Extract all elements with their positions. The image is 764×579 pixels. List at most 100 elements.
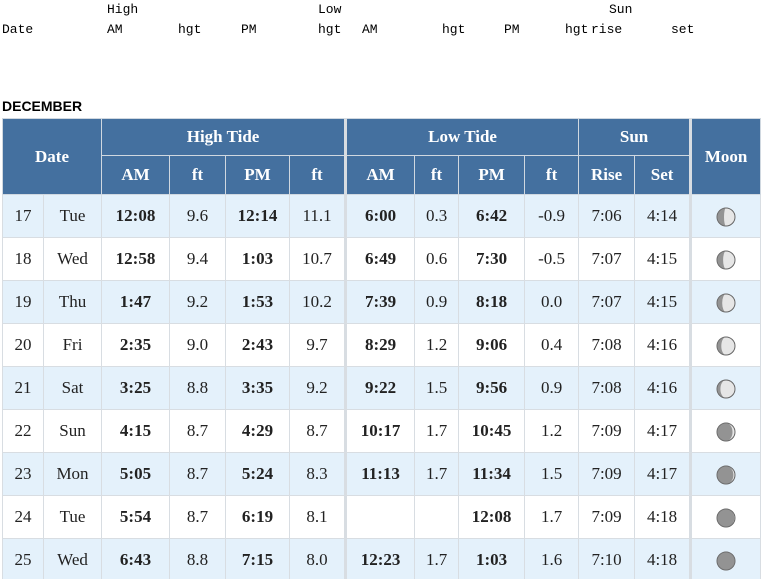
table-cell: 1.5 <box>414 366 460 410</box>
tide-row: 17 Tue 12:08 9.6 12:14 11.1 6:00 0.3 6:42 -0.9 7:0… <box>2 194 762 238</box>
table-cell: 1.2 <box>524 409 580 453</box>
legacy-column-label: hgt <box>178 22 202 37</box>
tide-row: 25 Wed 6:43 8.8 7:15 8.0 12:23 1.7 1:03 1.6 7:10 4:… <box>2 538 762 579</box>
group-header: Moon <box>689 118 762 195</box>
table-cell: 0.3 <box>414 194 460 238</box>
table-cell: 1.5 <box>524 452 580 496</box>
table-cell: 1.6 <box>524 538 580 579</box>
moon-cell <box>689 495 762 539</box>
group-header: Low Tide <box>344 118 580 156</box>
column-header: PM <box>458 155 526 195</box>
tide-row: 22 Sun 4:15 8.7 4:29 8.7 10:17 1.7 10:45 1.2 7:09 4… <box>2 409 762 453</box>
table-cell: 1.2 <box>414 323 460 367</box>
table-cell: 25 <box>2 538 44 579</box>
table-cell: 4:15 <box>101 409 171 453</box>
legacy-column-label: set <box>671 22 695 37</box>
moon-icon <box>716 293 736 313</box>
moon-icon <box>716 250 736 270</box>
moon-cell <box>689 323 762 367</box>
table-cell: 5:54 <box>101 495 171 539</box>
table-cell: 23 <box>2 452 44 496</box>
group-header: Date <box>1 118 103 195</box>
table-cell <box>414 495 460 539</box>
column-header: ft <box>169 155 227 195</box>
table-cell: 8:29 <box>344 323 416 367</box>
table-cell: 4:18 <box>634 538 692 579</box>
table-cell: 0.4 <box>524 323 580 367</box>
table-cell: 24 <box>2 495 44 539</box>
table-cell: 5:05 <box>101 452 171 496</box>
table-cell: 1:53 <box>225 280 291 324</box>
table-cell: 7:15 <box>225 538 291 579</box>
moon-cell <box>689 194 762 238</box>
tide-row: 18 Wed 12:58 9.4 1:03 10.7 6:49 0.6 7:30 -0.5 7:07… <box>2 237 762 281</box>
column-header: PM <box>225 155 291 195</box>
moon-icon <box>716 465 736 485</box>
moon-icon <box>716 551 736 571</box>
legacy-column-label: Date <box>2 22 34 37</box>
table-cell: 1.7 <box>414 538 460 579</box>
table-cell: 12:58 <box>101 237 171 281</box>
table-cell: 9.4 <box>169 237 227 281</box>
legacy-column-label: PM <box>504 22 520 37</box>
table-cell: Thu <box>42 280 103 324</box>
table-cell: Wed <box>42 237 103 281</box>
legacy-group-label: Low <box>318 2 342 17</box>
tide-row: 23 Mon 5:05 8.7 5:24 8.3 11:13 1.7 11:34 1.5 7:09 4… <box>2 452 762 496</box>
table-cell: 4:18 <box>634 495 692 539</box>
table-cell: 12:14 <box>225 194 291 238</box>
table-cell: Mon <box>42 452 103 496</box>
table-cell: 1:47 <box>101 280 171 324</box>
column-header: AM <box>101 155 171 195</box>
table-cell: 6:42 <box>458 194 526 238</box>
table-cell: 7:10 <box>578 538 636 579</box>
tide-row: 24 Tue 5:54 8.7 6:19 8.1 12:08 1.7 7:09 4:18 <box>2 495 762 539</box>
table-cell: 22 <box>2 409 44 453</box>
legacy-column-label: AM <box>107 22 123 37</box>
table-cell: Sun <box>42 409 103 453</box>
table-cell: 7:07 <box>578 280 636 324</box>
table-cell: 0.9 <box>524 366 580 410</box>
table-cell: 7:09 <box>578 495 636 539</box>
table-cell: 11:13 <box>344 452 416 496</box>
table-cell: 9:56 <box>458 366 526 410</box>
table-cell: 9:22 <box>344 366 416 410</box>
table-cell: 5:24 <box>225 452 291 496</box>
group-header: Sun <box>578 118 692 156</box>
table-cell: 9.6 <box>169 194 227 238</box>
table-cell <box>344 495 416 539</box>
table-cell: 8.8 <box>169 538 227 579</box>
moon-cell <box>689 409 762 453</box>
table-cell: 3:35 <box>225 366 291 410</box>
table-cell: 6:00 <box>344 194 416 238</box>
table-cell: 7:39 <box>344 280 416 324</box>
legacy-column-label: hgt <box>565 22 589 37</box>
moon-cell <box>689 366 762 410</box>
table-cell: 8.7 <box>289 409 347 453</box>
table-cell: 12:08 <box>458 495 526 539</box>
table-cell: 9:06 <box>458 323 526 367</box>
legacy-column-label: rise <box>591 22 623 37</box>
table-cell: 4:17 <box>634 409 692 453</box>
column-header: Rise <box>578 155 636 195</box>
moon-icon <box>716 379 736 399</box>
table-cell: 0.9 <box>414 280 460 324</box>
table-cell: 4:14 <box>634 194 692 238</box>
legacy-column-label: hgt <box>318 22 342 37</box>
column-header: AM <box>344 155 416 195</box>
column-header: ft <box>414 155 460 195</box>
table-cell: 4:15 <box>634 280 692 324</box>
table-cell: 9.2 <box>169 280 227 324</box>
tide-row: 20 Fri 2:35 9.0 2:43 9.7 8:29 1.2 9:06 0.4 7:08 4:1… <box>2 323 762 367</box>
table-cell: 8.7 <box>169 452 227 496</box>
table-cell: 4:16 <box>634 366 692 410</box>
table-cell: 4:15 <box>634 237 692 281</box>
table-cell: 6:43 <box>101 538 171 579</box>
table-cell: 0.0 <box>524 280 580 324</box>
moon-icon <box>716 508 736 528</box>
table-cell: 10:17 <box>344 409 416 453</box>
column-header: ft <box>289 155 347 195</box>
table-cell: 10.7 <box>289 237 347 281</box>
table-cell: 7:09 <box>578 409 636 453</box>
